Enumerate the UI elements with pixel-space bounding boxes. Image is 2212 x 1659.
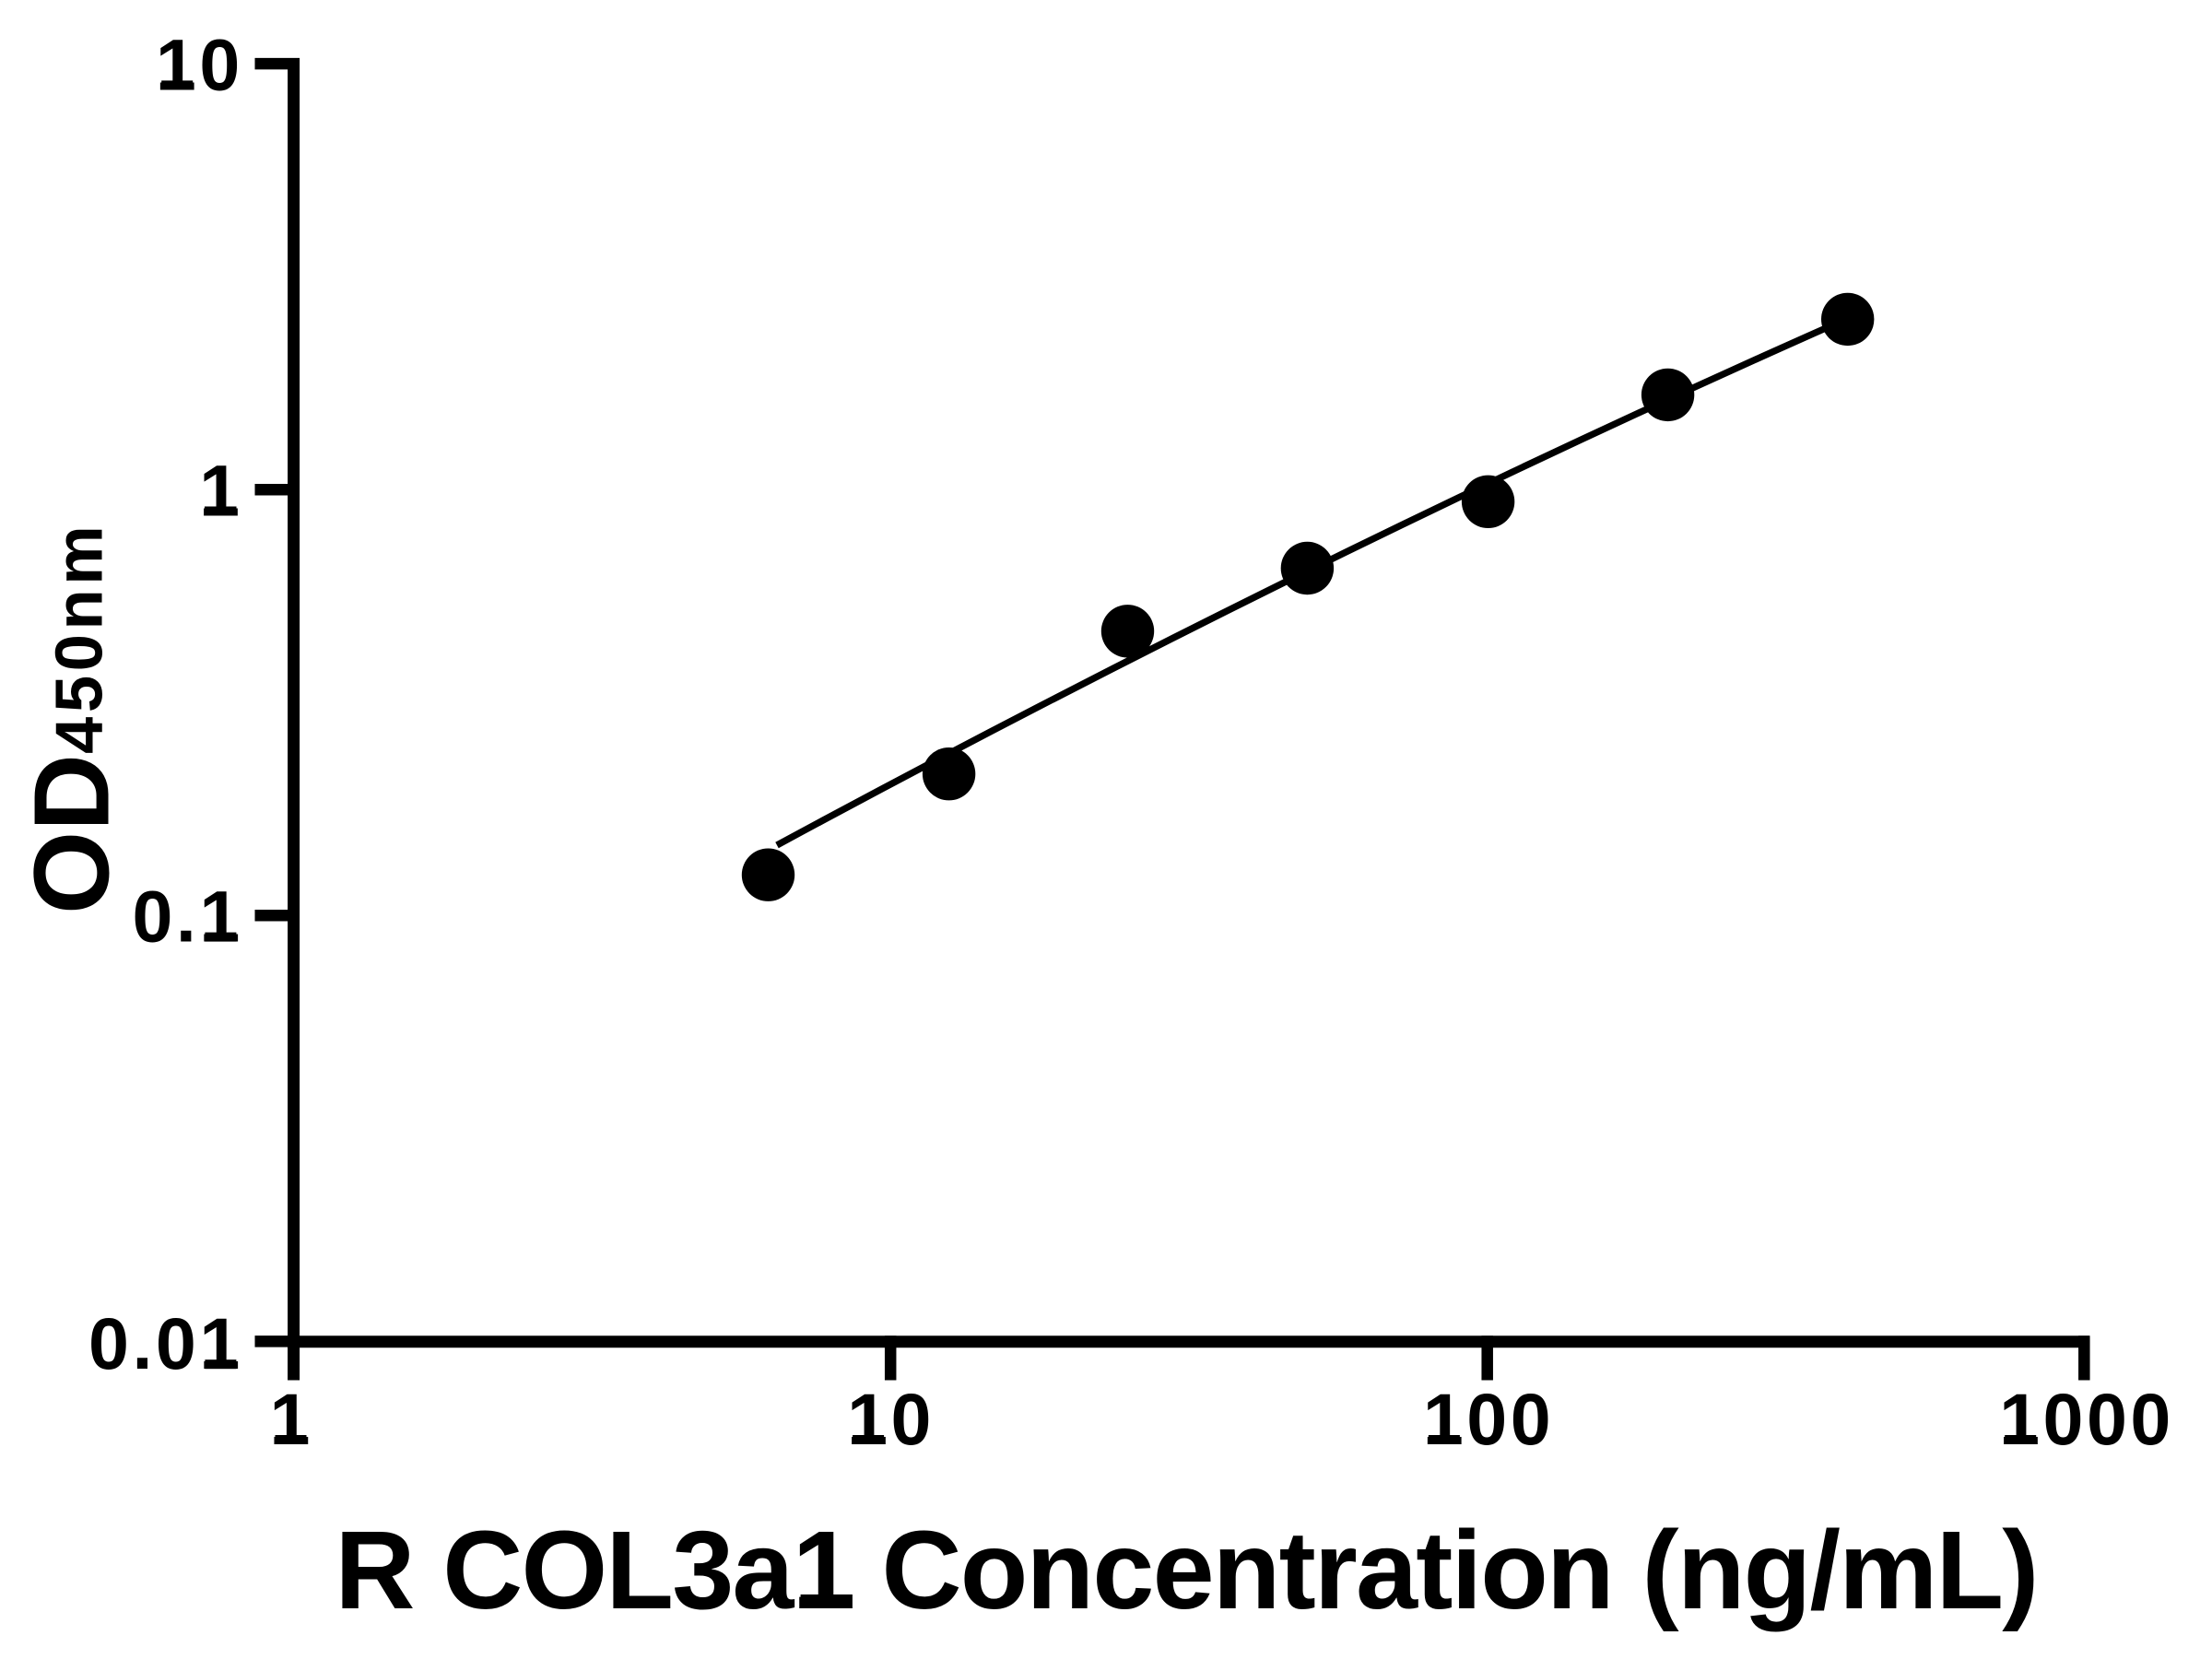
svg-text:0.01: 0.01 bbox=[88, 1302, 243, 1384]
svg-text:1: 1 bbox=[270, 1378, 311, 1460]
svg-text:10: 10 bbox=[847, 1378, 935, 1460]
svg-text:100: 100 bbox=[1423, 1378, 1554, 1460]
svg-text:1000: 1000 bbox=[1999, 1378, 2174, 1460]
svg-text:10: 10 bbox=[156, 23, 243, 105]
svg-text:1: 1 bbox=[199, 450, 240, 532]
svg-text:R COL3a1 Concentration (ng/mL): R COL3a1 Concentration (ng/mL) bbox=[335, 1508, 2037, 1632]
svg-text:0.1: 0.1 bbox=[132, 876, 242, 958]
